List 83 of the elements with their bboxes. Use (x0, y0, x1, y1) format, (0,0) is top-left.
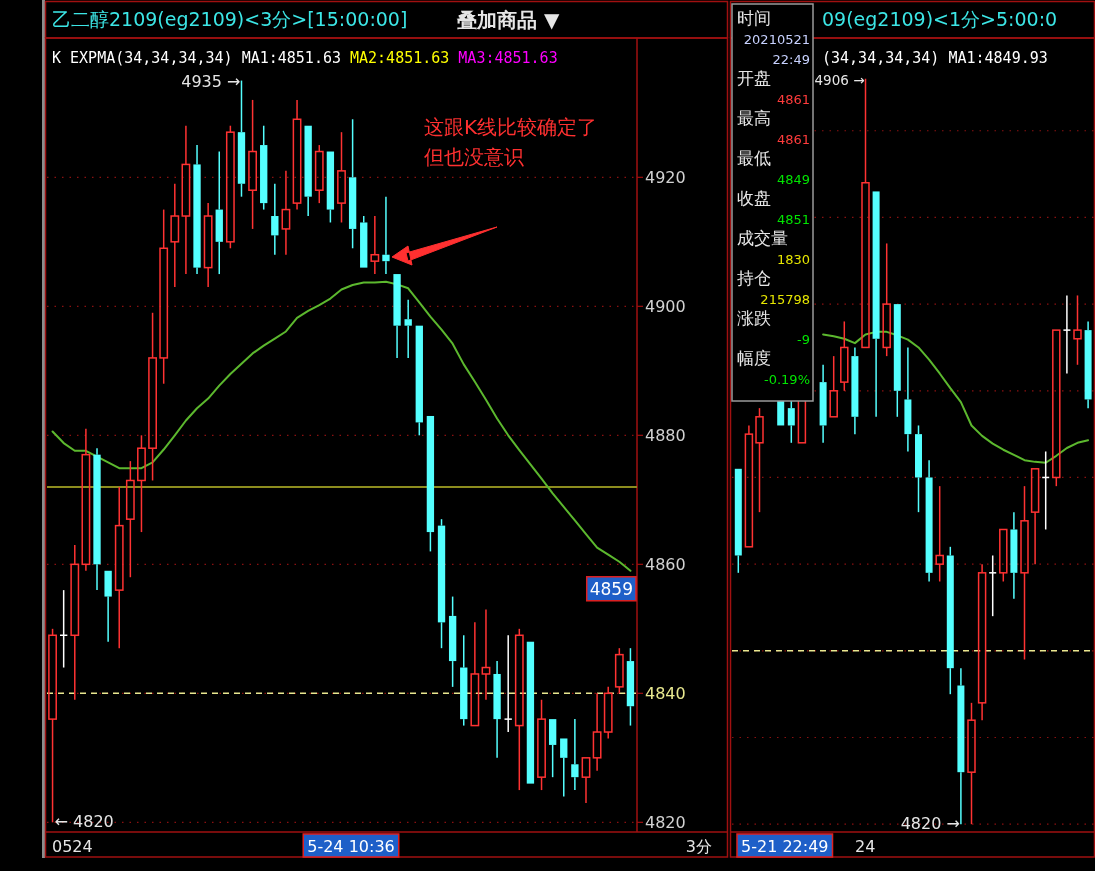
candlestick (248, 99, 258, 230)
text: 叠加商品 ▼ (456, 8, 560, 32)
candlestick (148, 312, 157, 482)
candlestick (271, 183, 279, 256)
candlestick (957, 667, 965, 825)
candlestick (370, 215, 380, 275)
candlestick (337, 131, 346, 224)
candlestick (503, 634, 513, 733)
candlestick (193, 144, 201, 275)
candlestick (1062, 294, 1072, 375)
text: K EXPMA(34,34,34,34) MA1:4851.63 (52, 49, 341, 67)
category-label: 时间 (737, 8, 771, 28)
y-tick-label: 4820 (645, 813, 686, 833)
annotation: 4859 (589, 578, 633, 599)
annotation: 1830 (776, 252, 810, 267)
chart-title: 09(eg2109)<1分>5:00:0 (822, 8, 1058, 30)
candlestick (382, 195, 390, 275)
candlestick (81, 428, 91, 572)
candlestick (93, 447, 101, 591)
candlestick (170, 183, 180, 288)
text: 3分 (685, 837, 712, 856)
candlestick (404, 299, 412, 359)
candlestick (592, 692, 602, 772)
annotation: 4935 → (181, 71, 241, 91)
category-label: 开盘 (737, 68, 771, 88)
candlestick (125, 460, 135, 578)
candlestick (181, 124, 191, 275)
line-series (51, 280, 632, 572)
category-label: 幅度 (737, 348, 771, 368)
annotation: MA2:4851.63 (349, 49, 450, 67)
category-label: 成交量 (737, 228, 788, 248)
candlestick (203, 202, 213, 288)
candlestick (977, 563, 987, 721)
category-label: 最低 (737, 148, 771, 168)
annotation: -9 (797, 332, 810, 347)
candlestick (215, 150, 223, 275)
candlestick (159, 208, 169, 385)
candlestick (281, 170, 291, 256)
text: 5-24 10:36 (307, 837, 395, 856)
annotation: 4861 (776, 132, 810, 147)
candlestick (851, 346, 859, 435)
annotation: -0.19% (764, 372, 810, 387)
annotation: 但也没意识 (424, 145, 524, 169)
annotation: 4851 (776, 212, 810, 227)
candlestick (481, 608, 491, 701)
y-tick-label: 4860 (645, 555, 686, 575)
candlestick (448, 595, 457, 688)
annotation: MA3:4851.63 (458, 49, 558, 67)
candlestick (1073, 294, 1082, 366)
annotation: ← 4820 (54, 812, 114, 832)
category-label: 最高 (737, 108, 771, 128)
annotation: 4849 (776, 172, 810, 187)
text: (34,34,34,34) MA1:4849.93 (822, 49, 1048, 67)
annotation: 215798 (760, 292, 810, 307)
annotation: 4820 → (900, 814, 960, 834)
candlestick (603, 686, 613, 740)
text: 5-21 22:49 (741, 837, 829, 856)
candlestick (925, 459, 933, 583)
y-tick-label: 4880 (645, 426, 686, 446)
category-label: 持仓 (737, 268, 771, 288)
annotation: 4906 → (814, 71, 865, 88)
annotation: 这跟K线比较确定了 (424, 115, 598, 139)
candlestick (70, 544, 80, 701)
category-label: 涨跌 (737, 308, 771, 328)
annotation: 4861 (776, 92, 810, 107)
y-tick-label: 4840 (645, 684, 686, 704)
candlestick (1084, 320, 1092, 409)
y-tick-label: 4900 (645, 297, 686, 317)
candlestick (493, 660, 501, 759)
category-label: 收盘 (737, 188, 771, 208)
candlestick (819, 364, 827, 444)
chart-title: 乙二醇2109(eg2109)<3分>[15:00:00] (52, 8, 408, 30)
candlestick (1010, 511, 1018, 600)
candlestick (904, 346, 912, 453)
text: 0524 (52, 837, 93, 856)
candlestick (571, 718, 579, 791)
candlestick (1020, 485, 1029, 661)
annotation: 20210521 22:49 (743, 32, 810, 67)
candlestick (292, 99, 302, 211)
text: 24 (855, 837, 876, 856)
y-tick-label: 4920 (645, 168, 686, 188)
candlestick (348, 118, 357, 250)
candlestick (114, 486, 124, 649)
